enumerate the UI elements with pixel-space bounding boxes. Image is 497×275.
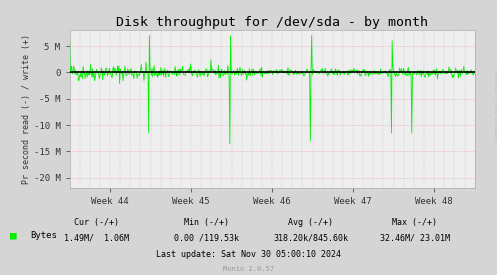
Text: Munin 2.0.57: Munin 2.0.57 [223,266,274,272]
Text: 32.46M/ 23.01M: 32.46M/ 23.01M [380,233,450,242]
Text: Min (-/+): Min (-/+) [184,218,229,227]
Text: Max (-/+): Max (-/+) [393,218,437,227]
Title: Disk throughput for /dev/sda - by month: Disk throughput for /dev/sda - by month [116,16,428,29]
Text: ■: ■ [10,230,17,240]
Text: 0.00 /119.53k: 0.00 /119.53k [174,233,239,242]
Text: Avg (-/+): Avg (-/+) [288,218,333,227]
Text: 318.20k/845.60k: 318.20k/845.60k [273,233,348,242]
Text: Bytes: Bytes [30,231,57,240]
Text: RRDTOOL / TOBI OETIKER: RRDTOOL / TOBI OETIKER [494,70,497,139]
Y-axis label: Pr second read (-) / write (+): Pr second read (-) / write (+) [22,34,31,184]
Text: 1.49M/  1.06M: 1.49M/ 1.06M [65,233,129,242]
Text: Cur (-/+): Cur (-/+) [75,218,119,227]
Text: Last update: Sat Nov 30 05:00:10 2024: Last update: Sat Nov 30 05:00:10 2024 [156,250,341,259]
